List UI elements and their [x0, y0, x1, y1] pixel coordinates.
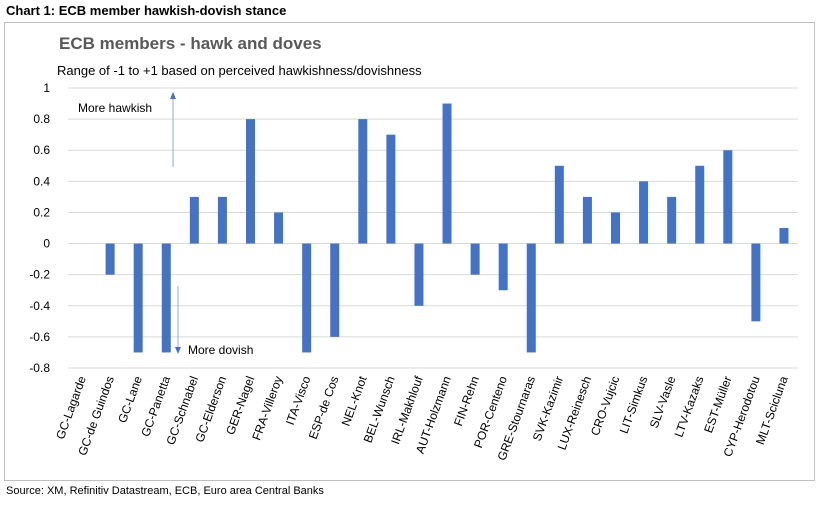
- gridlines: [68, 87, 798, 369]
- bar: [779, 228, 789, 244]
- bar: [133, 243, 143, 353]
- bar: [526, 243, 536, 353]
- x-tick-label: NEL-Knot: [339, 374, 370, 428]
- bar: [723, 150, 733, 244]
- bar: [414, 243, 424, 306]
- bar: [611, 212, 620, 244]
- bars: [105, 103, 789, 353]
- y-tick-label: -0.8: [29, 361, 50, 375]
- bar-chart: ECB members - hawk and doves Range of -1…: [29, 34, 798, 463]
- annotation-more-hawkish: More hawkish: [78, 101, 152, 115]
- bar: [554, 165, 564, 244]
- bar: [274, 212, 284, 244]
- y-tick-label: -0.4: [29, 299, 50, 313]
- bar: [639, 181, 649, 244]
- y-tick-label: 0.6: [33, 143, 50, 157]
- bar: [667, 196, 677, 244]
- chart-subtitle: Range of -1 to +1 based on perceived haw…: [57, 63, 422, 78]
- source-note: Source: XM, Refinitiv Datastream, ECB, E…: [6, 485, 324, 497]
- x-tick-label: LIT-Simkus: [617, 374, 651, 435]
- bar: [161, 243, 171, 353]
- y-tick-label: 1: [43, 81, 50, 95]
- chart-title: ECB members - hawk and doves: [59, 34, 322, 53]
- x-tick-label: SLV-Vasle: [647, 374, 679, 430]
- x-tick-label: GC-Lane: [115, 374, 145, 425]
- bar: [695, 165, 705, 244]
- chart-frame: ECB members - hawk and doves Range of -1…: [4, 22, 815, 481]
- y-tick-label: 0: [43, 237, 50, 251]
- annotation-more-dovish: More dovish: [188, 343, 253, 357]
- bar: [217, 196, 227, 244]
- bar: [442, 103, 452, 244]
- bar: [751, 243, 761, 322]
- bar: [105, 243, 115, 275]
- x-tick-label: EST-Müller: [701, 374, 734, 435]
- y-axis-ticks: 1 0.8 0.6 0.4 0.2 0 -0.2 -0.4 -0.6 -0.8: [29, 81, 50, 375]
- y-tick-label: -0.6: [29, 330, 50, 344]
- bar: [358, 119, 368, 244]
- y-tick-label: -0.2: [29, 268, 50, 282]
- x-tick-label: ITA-Visco: [283, 374, 314, 427]
- bar: [189, 196, 199, 244]
- y-tick-label: 0.2: [33, 205, 50, 219]
- annotations: More hawkish More dovish: [78, 92, 253, 357]
- y-tick-label: 0.8: [33, 112, 50, 126]
- bar: [302, 243, 312, 353]
- hawkish-arrow-head: [170, 92, 176, 99]
- y-tick-label: 0.4: [33, 174, 50, 188]
- bar: [498, 243, 508, 291]
- bar: [582, 196, 592, 244]
- bar: [470, 243, 480, 275]
- x-tick-label: FIN-Rehn: [451, 374, 482, 428]
- bar: [246, 119, 255, 244]
- bar: [386, 134, 396, 244]
- dovish-arrow-head: [175, 347, 181, 354]
- chart-caption: Chart 1: ECB member hawkish-dovish stanc…: [6, 3, 287, 18]
- bar: [330, 243, 340, 337]
